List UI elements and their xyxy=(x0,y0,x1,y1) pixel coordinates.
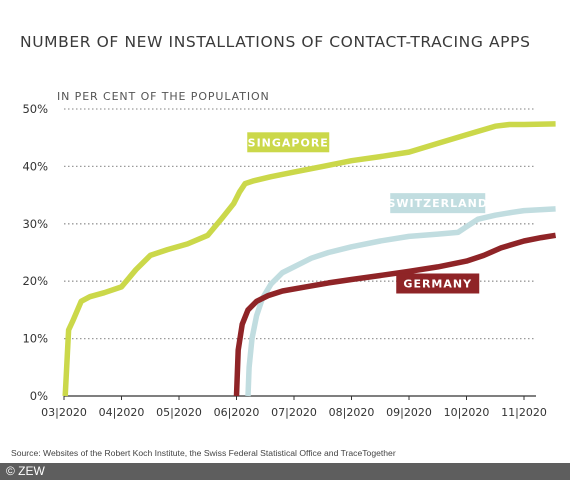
x-tick-label: 03|2020 xyxy=(41,406,87,419)
chart-title: NUMBER OF NEW INSTALLATIONS OF CONTACT-T… xyxy=(20,33,531,51)
x-tick-label: 07|2020 xyxy=(271,406,317,419)
series-line-singapore xyxy=(62,121,556,397)
x-tick-label: 08|2020 xyxy=(329,406,375,419)
series-tag-switzerland-bg xyxy=(390,193,486,214)
x-tick-label: 06|2020 xyxy=(214,406,260,419)
x-tick-label: 09|2020 xyxy=(386,406,432,419)
y-tick-label: 20% xyxy=(22,274,48,288)
x-tick-label: 11|2020 xyxy=(501,406,547,419)
chart-subtitle: IN PER CENT OF THE POPULATION xyxy=(57,90,270,103)
series-tag-germany: GERMANY xyxy=(403,277,472,290)
footer-bar: © ZEW xyxy=(0,463,570,480)
series-tag-switzerland: SWITZERLAND xyxy=(388,197,488,210)
series-line-germany xyxy=(233,232,557,397)
source-note: Source: Websites of the Robert Koch Inst… xyxy=(11,448,396,458)
y-tick-label: 50% xyxy=(22,102,48,116)
x-tick-label: 10|2020 xyxy=(444,406,490,419)
y-tick-label: 30% xyxy=(22,217,48,231)
x-tick-label: 04|2020 xyxy=(99,406,145,419)
copyright-label: © ZEW xyxy=(6,464,45,478)
series-tag-singapore-bg xyxy=(247,132,330,153)
series-tag-singapore: SINGAPORE xyxy=(248,136,329,149)
y-tick-label: 40% xyxy=(22,159,48,173)
y-tick-label: 10% xyxy=(22,332,48,346)
series-line-switzerland xyxy=(245,206,556,397)
y-tick-label: 0% xyxy=(30,389,48,403)
x-tick-label: 05|2020 xyxy=(156,406,202,419)
series-tag-germany-bg xyxy=(396,273,480,294)
line-chart: 0% 10% 20% 30% 40% 50% 03|2020 04|2020 05|2020 06… xyxy=(22,102,557,419)
